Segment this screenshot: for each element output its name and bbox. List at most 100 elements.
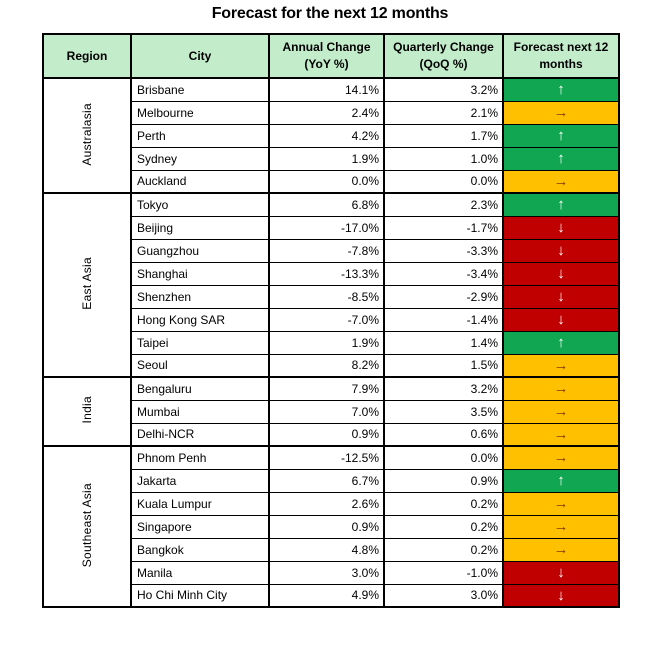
table-row: Mumbai 7.0% 3.5% → [43, 399, 620, 424]
up-arrow-icon: ↑ [557, 150, 565, 167]
city-cell: Tokyo [130, 192, 270, 217]
annual-change-cell: 3.0% [268, 560, 385, 585]
forecast-cell: ↑ [502, 330, 620, 355]
steady-arrow-icon: → [553, 495, 569, 512]
header-region-label: Region [66, 48, 108, 63]
annual-change-cell: -13.3% [268, 261, 385, 286]
quarterly-change-cell: 0.2% [383, 514, 504, 539]
steady-arrow-icon: → [553, 425, 569, 443]
quarterly-change-cell: 3.5% [383, 399, 504, 424]
region-label: Southeast Asia [80, 482, 94, 568]
steady-arrow-icon: → [553, 172, 569, 190]
quarterly-change-cell: 0.9% [383, 468, 504, 493]
annual-change-cell: -7.0% [268, 307, 385, 332]
region-cell: Southeast Asia [42, 445, 132, 608]
steady-arrow-icon: → [553, 104, 569, 121]
quarterly-change-cell: 1.5% [383, 353, 504, 378]
city-cell: Mumbai [130, 399, 270, 424]
down-arrow-icon: ↓ [557, 219, 565, 236]
quarterly-change-cell: 3.2% [383, 376, 504, 401]
city-cell: Shanghai [130, 261, 270, 286]
table-row: Australasia Brisbane 14.1% 3.2% ↑ [42, 77, 620, 194]
annual-change-cell: 2.6% [268, 491, 385, 516]
annual-change-cell: 0.0% [268, 169, 385, 194]
quarterly-change-cell: 0.6% [383, 422, 504, 447]
region-cell: Australasia [42, 77, 132, 194]
region-cell: India [42, 376, 132, 447]
annual-change-cell: 7.0% [268, 399, 385, 424]
header-forecast-line1: Forecast next 12 [513, 40, 609, 54]
table-row: Hong Kong SAR -7.0% -1.4% ↓ [43, 307, 620, 332]
table-row: East Asia Tokyo 6.8% 2.3% ↑ [42, 192, 620, 378]
table-row: Shenzhen -8.5% -2.9% ↓ [43, 284, 620, 309]
forecast-cell: → [502, 445, 620, 470]
quarterly-change-cell: -1.0% [383, 560, 504, 585]
forecast-cell: → [502, 353, 620, 378]
city-cell: Singapore [130, 514, 270, 539]
quarterly-change-cell: 1.4% [383, 330, 504, 355]
forecast-table: Region City Annual Change (YoY %) Quarte… [42, 33, 620, 608]
quarterly-change-cell: 0.0% [383, 169, 504, 194]
annual-change-cell: 0.9% [268, 514, 385, 539]
city-cell: Jakarta [130, 468, 270, 493]
header-forecast: Forecast next 12 months [502, 33, 620, 79]
header-forecast-line2: months [539, 57, 583, 71]
down-arrow-icon: ↓ [557, 288, 565, 305]
annual-change-cell: 4.8% [268, 537, 385, 562]
quarterly-change-cell: -1.7% [383, 215, 504, 240]
up-arrow-icon: ↑ [557, 472, 565, 489]
forecast-cell: → [502, 376, 620, 401]
city-cell: Melbourne [130, 100, 270, 125]
annual-change-cell: -7.8% [268, 238, 385, 263]
down-arrow-icon: ↓ [557, 265, 565, 282]
forecast-cell: → [502, 169, 620, 194]
down-arrow-icon: ↓ [557, 242, 565, 259]
city-cell: Hong Kong SAR [130, 307, 270, 332]
table-row: Auckland 0.0% 0.0% → [43, 169, 620, 194]
down-arrow-icon: ↓ [557, 311, 565, 328]
header-annual-change: Annual Change (YoY %) [268, 33, 385, 79]
header-quarterly-line2: (QoQ %) [419, 57, 468, 71]
quarterly-change-cell: 0.0% [383, 445, 504, 470]
quarterly-change-cell: -2.9% [383, 284, 504, 309]
city-cell: Brisbane [130, 77, 270, 102]
city-cell: Manila [130, 560, 270, 585]
city-cell: Kuala Lumpur [130, 491, 270, 516]
up-arrow-icon: ↑ [557, 196, 565, 214]
annual-change-cell: 0.9% [268, 422, 385, 447]
forecast-cell: ↓ [502, 238, 620, 263]
steady-arrow-icon: → [553, 518, 569, 535]
annual-change-cell: 4.2% [268, 123, 385, 148]
table-row: Southeast Asia Phnom Penh -12.5% 0.0% → [42, 445, 620, 608]
city-cell: Guangzhou [130, 238, 270, 263]
table-row: Bangkok 4.8% 0.2% → [43, 537, 620, 562]
up-arrow-icon: ↑ [557, 81, 565, 99]
annual-change-cell: 14.1% [268, 77, 385, 102]
table-row: India Bengaluru 7.9% 3.2% → [42, 376, 620, 447]
city-cell: Bangkok [130, 537, 270, 562]
annual-change-cell: 6.8% [268, 192, 385, 217]
forecast-cell: ↓ [502, 560, 620, 585]
region-label: Australasia [80, 102, 94, 166]
forecast-cell: → [502, 514, 620, 539]
table-row: Kuala Lumpur 2.6% 0.2% → [43, 491, 620, 516]
quarterly-change-cell: 1.7% [383, 123, 504, 148]
forecast-cell: ↓ [502, 215, 620, 240]
up-arrow-icon: ↑ [557, 127, 565, 144]
forecast-cell: → [502, 491, 620, 516]
header-annual-line2: (YoY %) [304, 57, 349, 71]
forecast-cell: ↑ [502, 146, 620, 171]
quarterly-change-cell: 1.0% [383, 146, 504, 171]
city-cell: Sydney [130, 146, 270, 171]
city-cell: Shenzhen [130, 284, 270, 309]
annual-change-cell: 4.9% [268, 583, 385, 608]
down-arrow-icon: ↓ [557, 564, 565, 581]
forecast-cell: → [502, 399, 620, 424]
table-row: Taipei 1.9% 1.4% ↑ [43, 330, 620, 355]
quarterly-change-cell: 3.0% [383, 583, 504, 608]
forecast-cell: ↓ [502, 284, 620, 309]
table-header: Region City Annual Change (YoY %) Quarte… [42, 33, 620, 79]
table-row: Melbourne 2.4% 2.1% → [43, 100, 620, 125]
up-arrow-icon: ↑ [557, 334, 565, 351]
annual-change-cell: 8.2% [268, 353, 385, 378]
